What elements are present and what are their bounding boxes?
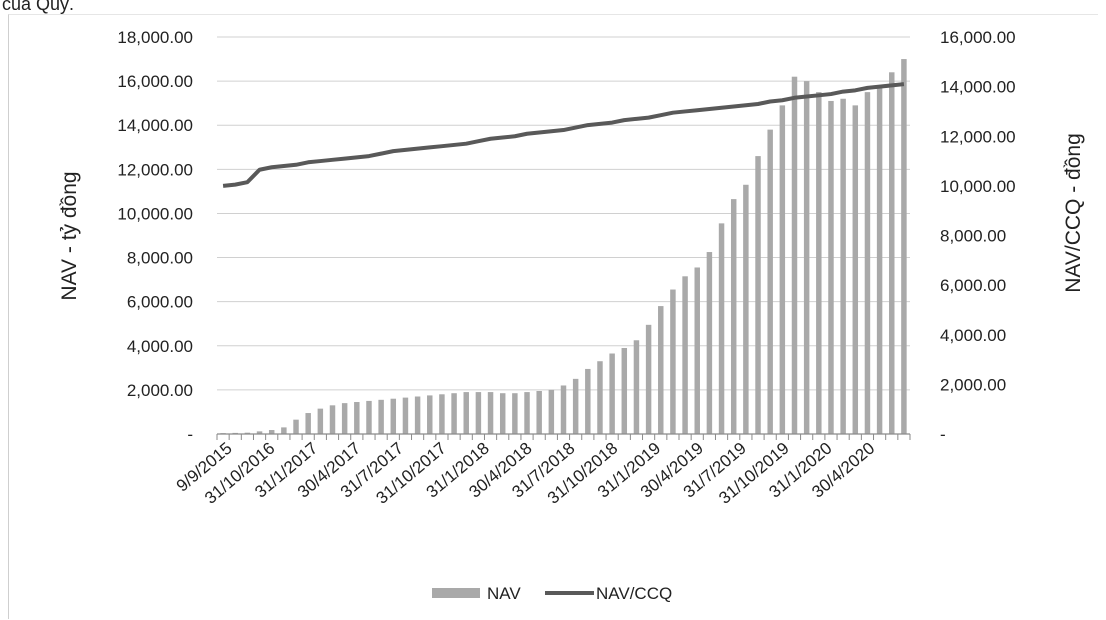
nav-bar [402,397,409,434]
nav-bar [645,324,652,434]
nav-bar [414,396,421,434]
legend-nav-ccq-label: NAV/CCQ [596,584,672,603]
right-tick-label: 16,000.00 [940,28,1016,47]
nav-bar [755,156,761,434]
nav-bar [633,340,640,434]
nav-bars [220,59,907,435]
left-tick-label: 14,000.00 [117,116,193,135]
legend-nav-swatch [432,588,480,598]
nav-bar [499,393,506,434]
nav-bar [840,98,846,434]
nav-bar [609,353,615,434]
nav-bar [816,92,822,434]
nav-bar [427,395,433,434]
nav-bar [670,289,676,434]
left-tick-label: 18,000.00 [117,28,193,47]
nav-bar [317,408,324,434]
legend: NAV NAV/CCQ [432,584,672,603]
chart-frame [8,14,1098,619]
nav-bar [730,199,737,434]
nav-bar [512,393,518,434]
axes [216,433,911,440]
nav-bar [560,385,567,434]
nav-bar [597,361,603,434]
left-tick-label: 2,000.00 [127,381,193,400]
nav-bar [548,389,555,434]
right-axis-label: NAV/CCQ - đồng [1062,133,1085,293]
nav-bar [524,392,530,434]
nav-bar [767,129,773,434]
nav-bar [378,399,384,434]
nav-bar [390,398,397,434]
nav-bar [694,267,700,434]
right-tick-label: 8,000.00 [940,227,1006,246]
right-tick-label: - [940,425,946,444]
left-tick-label: - [187,425,193,444]
left-tick-label: 6,000.00 [127,293,193,312]
nav-bar [451,393,457,434]
right-tick-label: 2,000.00 [940,375,1006,394]
right-tick-label: 4,000.00 [940,326,1006,345]
nav-bar [658,306,664,434]
nav-bar [585,368,591,434]
nav-ccq-line [222,82,905,188]
nav-bar [803,81,810,434]
right-axis-ticks: - 2,000.00 4,000.00 6,000.00 8,000.00 10,000.… [940,28,1016,444]
nav-bar [487,392,494,434]
nav-bar [536,390,542,434]
right-tick-label: 12,000.00 [940,127,1016,146]
right-tick-label: 6,000.00 [940,276,1006,295]
nav-bar [852,105,859,434]
left-axis-label: NAV - tỷ đồng [58,171,81,300]
nav-bar [475,392,482,434]
legend-nav-label: NAV [487,584,521,603]
nav-bar [791,76,798,434]
nav-bar [621,347,628,434]
nav-bar [305,413,311,434]
nav-bar [706,252,713,434]
nav-bar [901,59,907,435]
nav-bar [876,85,883,435]
nav-bar [439,394,445,434]
nav-bar [864,92,871,434]
x-axis-ticks: 9/9/201531/10/201631/1/201730/4/201731/7… [173,439,879,508]
nav-bar [341,403,348,434]
nav-bar [889,72,895,435]
nav-bar [293,419,299,434]
nav-bar [256,431,263,434]
nav-bar [572,378,579,434]
left-axis-ticks: - 2,000.00 4,000.00 6,000.00 8,000.00 10,000.… [117,28,193,444]
nav-bar [329,405,336,434]
nav-bar [682,276,688,434]
nav-bar [718,223,725,434]
right-tick-label: 10,000.00 [940,177,1016,196]
left-tick-label: 8,000.00 [127,249,193,268]
nav-bar [779,105,786,434]
left-tick-label: 4,000.00 [127,337,193,356]
left-tick-label: 16,000.00 [117,72,193,91]
right-tick-label: 14,000.00 [940,78,1016,97]
nav-ccq-series-line [222,82,905,188]
nav-bar [828,100,834,434]
nav-bar [743,184,749,434]
nav-bar [366,400,372,434]
left-tick-label: 10,000.00 [117,204,193,223]
nav-bar [354,402,360,434]
nav-bar [463,392,469,434]
page-caption: của Quỹ. [2,0,75,14]
nav-bar [268,430,275,434]
nav-bar [281,427,287,434]
left-tick-label: 12,000.00 [117,160,193,179]
nav-bar [244,432,251,434]
